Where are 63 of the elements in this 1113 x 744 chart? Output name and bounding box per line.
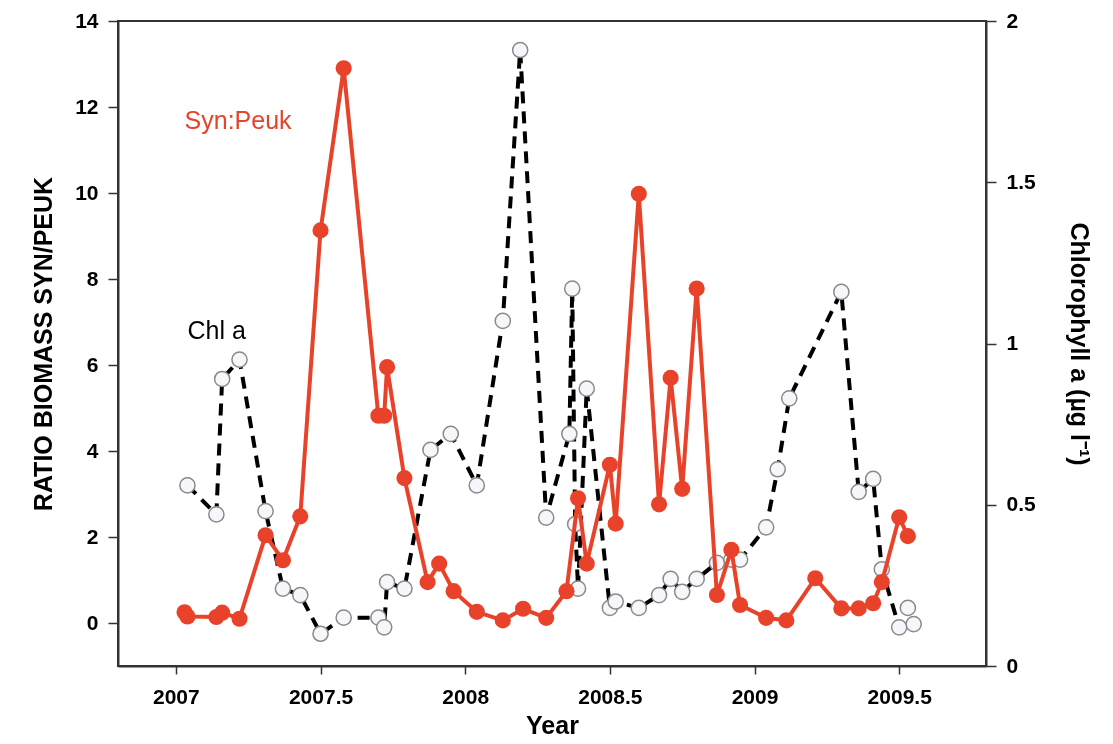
point [538,609,555,626]
y-tick-label: 12 [75,94,99,118]
point [558,583,575,600]
point [419,574,436,591]
x-tick-label: 2008.5 [578,684,643,708]
y2-tick-label: 1 [1006,331,1019,354]
point [396,470,413,487]
x-tick-label: 2008 [442,684,490,708]
point [312,222,329,239]
x-tick-label: 2007.5 [288,684,354,708]
point [807,570,824,587]
point [708,587,725,604]
point [468,603,485,620]
x-axis-title: Year [526,710,580,739]
point [688,280,705,297]
point [179,608,196,625]
point [335,60,352,77]
y-tick-label: 10 [75,180,99,204]
y-tick-label: 6 [86,352,99,376]
y-tick-label: 0 [86,610,99,634]
y-tick-label: 14 [75,8,99,32]
y-tick-label: 2 [86,524,99,548]
point [850,600,867,617]
point [650,496,668,513]
point [778,612,795,629]
point [445,583,462,600]
point [379,359,396,376]
point [630,185,647,202]
x-tick-label: 2007 [153,684,200,708]
series-label: Syn:Peuk [184,105,293,134]
point [578,555,595,572]
point [723,541,740,558]
point [257,527,274,544]
point [494,612,511,629]
point [515,600,532,617]
point [899,528,916,545]
point [833,600,850,617]
point [891,509,908,526]
point [662,369,679,386]
x-tick-label: 2009.5 [867,684,933,708]
x-tick-label: 2009 [731,684,779,708]
point [569,490,587,507]
point [214,604,231,621]
point [274,552,291,569]
point [607,515,624,532]
y2-tick-label: 0 [1006,653,1019,677]
y2-tick-label: 2 [1006,8,1019,32]
point [732,596,749,613]
y-axis-title: RATIO BIOMASS SYN/PEUK [29,176,58,512]
y-tick-label: 8 [86,266,99,290]
y2-tick-label: 1.5 [1006,169,1037,193]
point [431,555,448,572]
point [865,595,882,612]
point [674,480,691,497]
point [873,574,890,591]
point [231,610,248,627]
y2-axis-title: Chlorophyll a (µg l⁻¹) [1065,222,1094,466]
point [292,508,309,525]
y-tick-label: 4 [86,438,99,462]
point [758,609,775,626]
point [601,456,618,473]
y2-tick-label: 0.5 [1006,492,1037,516]
series-label: Chl a [187,315,246,344]
